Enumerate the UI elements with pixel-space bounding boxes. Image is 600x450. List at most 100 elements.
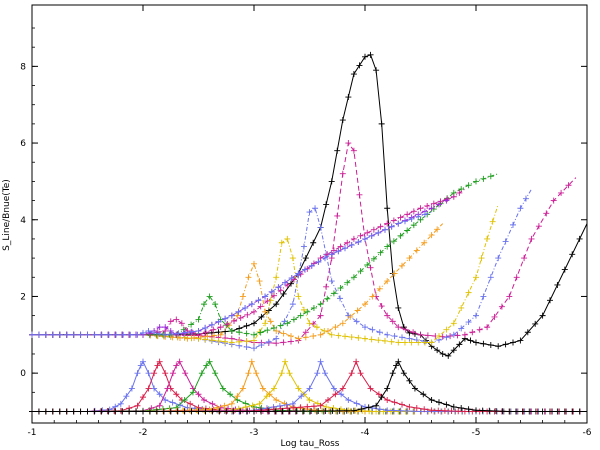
data-point-marker xyxy=(539,408,546,415)
data-point-marker xyxy=(491,313,498,320)
series-lower-blue xyxy=(29,358,587,415)
data-point-marker xyxy=(334,212,341,219)
data-point-marker xyxy=(297,312,304,319)
data-point-marker xyxy=(195,327,202,334)
data-point-marker xyxy=(384,331,391,338)
data-point-marker xyxy=(467,337,474,344)
data-point-marker xyxy=(145,370,152,377)
data-point-marker xyxy=(367,51,374,58)
data-point-marker xyxy=(310,320,317,327)
data-point-marker xyxy=(330,385,337,392)
data-point-marker xyxy=(270,292,277,299)
data-point-marker xyxy=(406,335,413,342)
data-point-marker xyxy=(356,191,363,198)
data-point-marker xyxy=(153,408,160,415)
data-point-marker xyxy=(164,385,171,392)
data-point-marker xyxy=(350,274,357,281)
data-point-marker xyxy=(295,270,302,277)
x-axis: -1 -2 -3 -4 -5 -6 xyxy=(28,5,592,438)
data-point-marker xyxy=(273,301,280,308)
data-point-marker xyxy=(236,329,243,336)
data-point-marker xyxy=(211,332,218,339)
data-point-marker xyxy=(29,408,35,415)
data-point-marker xyxy=(539,312,546,319)
data-point-marker xyxy=(268,288,275,295)
y-tick-label: 0 xyxy=(20,369,26,379)
data-point-marker xyxy=(35,331,42,338)
data-point-marker xyxy=(439,333,446,340)
data-point-marker xyxy=(214,404,220,411)
data-point-marker xyxy=(253,370,260,377)
data-point-marker xyxy=(251,308,257,315)
data-point-marker xyxy=(364,229,371,236)
data-point-marker xyxy=(492,408,499,415)
data-point-marker xyxy=(417,408,424,415)
data-point-marker xyxy=(235,308,242,315)
y-tick-label: 6 xyxy=(20,139,26,149)
data-point-marker xyxy=(242,404,249,411)
data-point-marker xyxy=(317,224,324,231)
data-point-marker xyxy=(134,402,141,409)
data-point-marker xyxy=(182,329,189,336)
data-point-marker xyxy=(390,217,397,224)
data-point-marker xyxy=(399,262,405,269)
data-point-marker xyxy=(315,408,322,415)
data-point-marker xyxy=(77,408,84,415)
data-point-marker xyxy=(295,335,302,342)
data-point-marker xyxy=(526,408,533,415)
data-point-marker xyxy=(370,226,377,233)
data-point-marker xyxy=(450,403,457,410)
data-point-marker xyxy=(270,324,277,331)
data-point-marker xyxy=(203,362,210,369)
data-point-marker xyxy=(184,335,191,342)
data-point-marker xyxy=(217,324,224,331)
data-point-marker xyxy=(377,223,384,230)
data-point-marker xyxy=(140,408,146,415)
data-point-marker xyxy=(283,401,290,408)
data-point-marker xyxy=(188,328,195,335)
data-point-marker xyxy=(300,243,307,250)
data-point-marker xyxy=(187,400,194,407)
data-point-marker xyxy=(395,339,402,346)
data-point-marker xyxy=(431,408,438,415)
data-point-marker xyxy=(408,215,415,222)
data-point-marker xyxy=(366,408,373,415)
data-point-marker xyxy=(373,402,380,409)
data-point-marker xyxy=(337,243,344,250)
data-point-marker xyxy=(521,255,528,262)
data-point-marker xyxy=(532,320,539,327)
data-point-marker xyxy=(517,205,524,212)
data-point-marker xyxy=(487,274,494,281)
data-point-marker xyxy=(237,314,244,321)
data-point-marker xyxy=(259,385,266,392)
data-point-marker xyxy=(421,338,428,345)
data-point-marker xyxy=(458,325,465,332)
data-point-marker xyxy=(177,334,183,341)
data-point-marker xyxy=(368,232,375,239)
data-point-marker xyxy=(317,301,324,308)
data-point-marker xyxy=(461,331,468,338)
data-point-marker xyxy=(417,216,424,223)
data-point-marker xyxy=(239,293,246,300)
data-point-marker xyxy=(295,293,302,300)
data-point-marker xyxy=(561,408,568,415)
data-point-marker xyxy=(344,239,351,246)
data-point-marker xyxy=(202,329,209,336)
data-point-marker xyxy=(280,290,287,297)
data-point-marker xyxy=(286,370,293,377)
data-point-marker xyxy=(162,324,169,331)
data-point-marker xyxy=(415,339,422,346)
data-point-marker xyxy=(140,394,146,401)
data-point-marker xyxy=(304,308,311,315)
data-point-marker xyxy=(436,399,442,406)
data-point-marker xyxy=(443,197,450,204)
data-point-marker xyxy=(262,293,269,300)
data-point-marker xyxy=(245,274,252,281)
data-point-marker xyxy=(528,235,535,242)
data-point-marker xyxy=(219,385,226,392)
data-point-marker xyxy=(202,408,209,415)
data-point-marker xyxy=(455,408,462,415)
data-point-marker xyxy=(278,370,285,377)
data-point-marker xyxy=(410,222,417,229)
data-point-marker xyxy=(480,340,487,347)
